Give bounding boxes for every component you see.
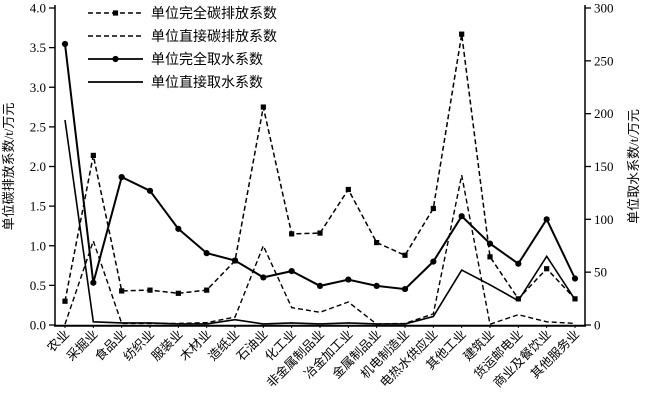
circle-marker bbox=[90, 279, 97, 286]
circle-marker bbox=[373, 282, 380, 290]
circle-marker bbox=[316, 282, 324, 290]
left-axis-tick-label: 1.0 bbox=[30, 238, 46, 253]
circle-marker bbox=[203, 250, 210, 257]
square-marker bbox=[317, 230, 323, 236]
x-tick-label: 纺织业 bbox=[121, 327, 157, 363]
square-marker bbox=[544, 266, 550, 272]
left-axis-tick-label: 2.0 bbox=[30, 159, 46, 174]
legend-label: 单位完全取水系数 bbox=[151, 51, 263, 68]
square-marker bbox=[90, 152, 96, 159]
left-axis-tick-label: 3.5 bbox=[30, 40, 46, 55]
square-marker bbox=[289, 231, 295, 237]
right-axis-tick-label: 100 bbox=[594, 212, 614, 227]
x-tick-label: 石油业 bbox=[234, 327, 270, 363]
legend-label: 单位完全碳排放系数 bbox=[151, 5, 277, 22]
legend-item: 单位直接碳排放系数 bbox=[88, 28, 277, 45]
x-tick-label: 采掘业 bbox=[63, 327, 100, 364]
square-marker bbox=[147, 287, 153, 293]
legend-label: 单位直接取水系数 bbox=[151, 74, 263, 91]
square-marker bbox=[459, 31, 465, 37]
left-axis-title: 单位碳排放系数/t/万元 bbox=[1, 103, 16, 231]
circle-marker bbox=[458, 213, 465, 220]
x-tick-label: 木材业 bbox=[177, 327, 213, 363]
square-marker bbox=[487, 254, 493, 260]
square-marker bbox=[430, 205, 436, 212]
legend-item: 单位完全取水系数 bbox=[88, 51, 263, 68]
circle-marker bbox=[571, 275, 579, 282]
square-marker bbox=[345, 186, 351, 193]
left-axis-tick-label: 1.5 bbox=[30, 199, 46, 214]
circle-marker bbox=[175, 225, 182, 232]
series-line-3 bbox=[64, 43, 576, 291]
x-tick-label: 造纸业 bbox=[206, 327, 242, 363]
right-axis-tick-label: 300 bbox=[594, 1, 614, 16]
right-axis-tick-label: 50 bbox=[594, 265, 607, 280]
circle-marker bbox=[260, 274, 267, 281]
square-marker bbox=[119, 288, 125, 294]
left-axis-tick-label: 2.5 bbox=[30, 119, 46, 134]
right-axis-tick-label: 200 bbox=[594, 106, 614, 121]
circle-marker bbox=[118, 173, 125, 181]
legend-item: 单位完全碳排放系数 bbox=[88, 5, 277, 22]
circle-marker bbox=[61, 40, 69, 48]
square-marker bbox=[260, 104, 266, 110]
legend-label: 单位直接碳排放系数 bbox=[151, 28, 277, 45]
right-axis-tick-label: 250 bbox=[594, 53, 614, 68]
right-axis-title: 单位取水系数/t/万元 bbox=[626, 109, 641, 224]
left-axis-tick-label: 0.0 bbox=[30, 318, 46, 333]
circle-marker bbox=[515, 260, 522, 267]
x-tick-label: 食品业 bbox=[92, 327, 129, 364]
series-line-4 bbox=[64, 119, 576, 325]
series-line-1 bbox=[64, 34, 576, 302]
legend-circle-marker bbox=[112, 55, 119, 63]
circle-marker bbox=[543, 216, 550, 223]
left-axis-tick-label: 4.0 bbox=[30, 1, 46, 16]
right-axis-tick-label: 150 bbox=[594, 159, 614, 174]
legend-square-marker bbox=[112, 10, 119, 16]
circle-marker bbox=[146, 187, 154, 194]
square-marker bbox=[62, 298, 68, 304]
x-tick-label: 服装业 bbox=[149, 327, 185, 363]
left-axis-tick-label: 3.0 bbox=[30, 80, 46, 95]
circle-marker bbox=[486, 240, 494, 247]
circle-marker bbox=[401, 285, 409, 293]
right-axis-tick-label: 0 bbox=[594, 318, 601, 333]
circle-marker bbox=[288, 268, 295, 275]
left-axis-tick-label: 0.5 bbox=[30, 278, 46, 293]
circle-marker bbox=[430, 258, 437, 265]
legend-item: 单位直接取水系数 bbox=[88, 74, 263, 91]
square-marker bbox=[374, 239, 380, 246]
square-marker bbox=[515, 296, 521, 302]
square-marker bbox=[402, 252, 408, 258]
square-marker bbox=[204, 287, 210, 293]
circle-marker bbox=[345, 276, 352, 283]
circle-marker bbox=[231, 257, 239, 264]
square-marker bbox=[175, 290, 181, 296]
